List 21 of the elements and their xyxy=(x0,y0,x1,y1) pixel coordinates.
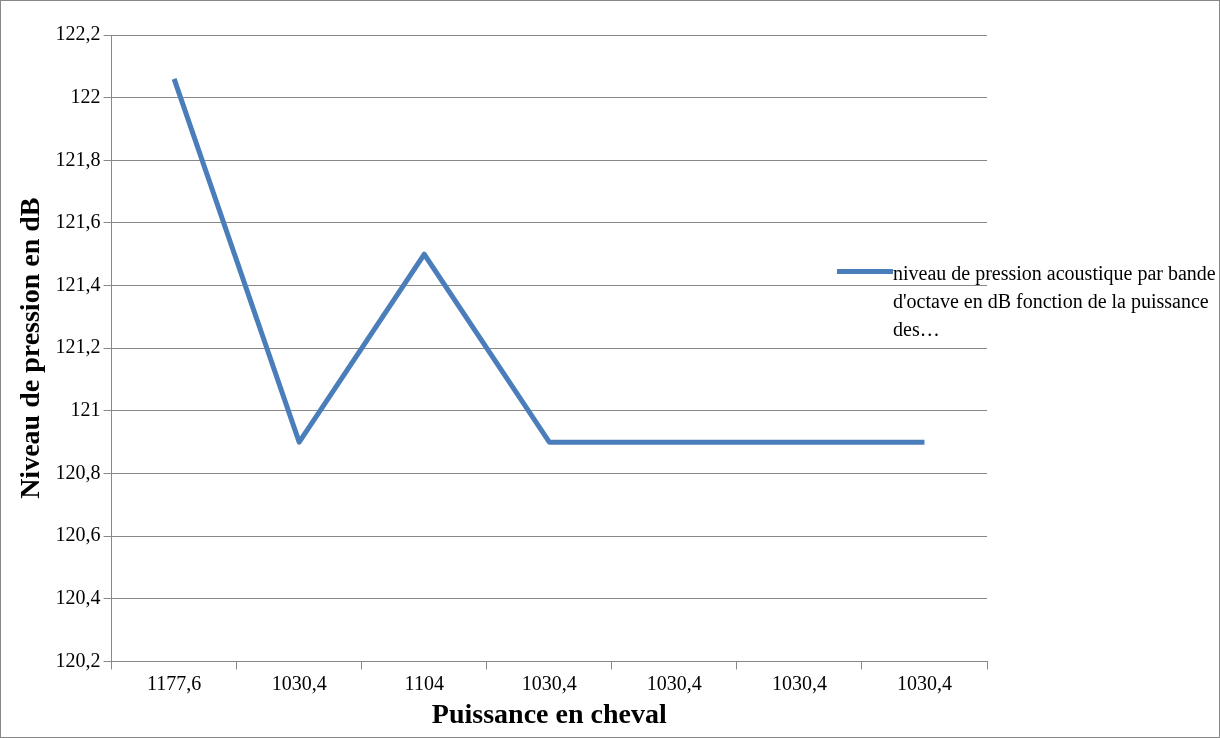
y-tick-label: 120,6 xyxy=(55,523,101,546)
x-tick-label: 1104 xyxy=(404,671,444,694)
y-tick-label: 121,6 xyxy=(55,210,101,233)
y-tick-label: 120,2 xyxy=(55,648,101,671)
y-tick-label: 121,4 xyxy=(55,272,101,295)
y-axis-title: Niveau de pression en dB xyxy=(14,197,46,499)
x-tick-label: 1030,4 xyxy=(646,671,702,694)
y-tick-label: 121 xyxy=(70,398,101,421)
x-tick-label: 1030,4 xyxy=(271,671,327,694)
y-tick-label: 121,2 xyxy=(55,335,101,358)
y-tick-label: 122,2 xyxy=(55,22,101,45)
x-tick-label: 1177,6 xyxy=(147,671,202,694)
y-tick-label: 120,4 xyxy=(55,586,101,609)
x-tick-label: 1030,4 xyxy=(896,671,952,694)
x-tick-label: 1030,4 xyxy=(521,671,577,694)
legend-label: niveau de pression acoustique par bande d'octave en dB fonction de la puissance des… xyxy=(893,261,1217,342)
y-tick-label: 122 xyxy=(70,84,101,107)
y-tick-label: 120,8 xyxy=(55,460,101,483)
y-tick-label: 121,8 xyxy=(55,147,101,170)
x-tick-label: 1030,4 xyxy=(771,671,827,694)
x-axis-title: Puissance en cheval xyxy=(431,698,667,730)
